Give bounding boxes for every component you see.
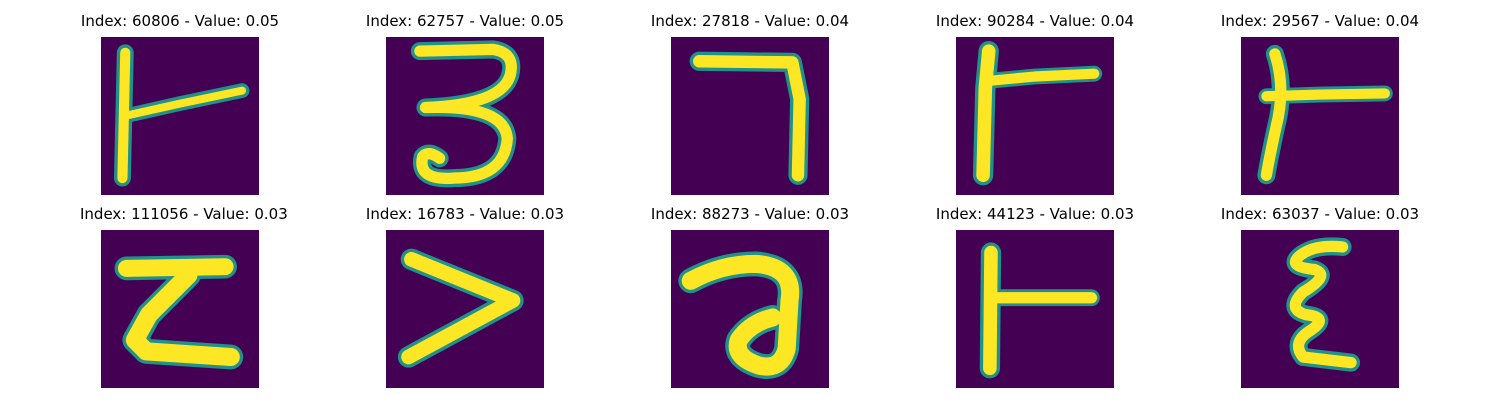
rotated-T-icon [956, 230, 1114, 388]
sample-card: Index: 29567 - Value: 0.04 [1220, 12, 1420, 195]
sample-card: Index: 111056 - Value: 0.03 [80, 205, 288, 388]
z-shape-icon [101, 230, 259, 388]
sample-title: Index: 16783 - Value: 0.03 [365, 205, 565, 223]
sample-card: Index: 44123 - Value: 0.03 [935, 205, 1135, 388]
sample-card: Index: 63037 - Value: 0.03 [1220, 205, 1420, 388]
sample-card: Index: 90284 - Value: 0.04 [935, 12, 1135, 195]
hook-shape-icon [671, 230, 829, 388]
sample-title: Index: 62757 - Value: 0.05 [365, 12, 565, 30]
digit-3-icon [386, 37, 544, 195]
sample-title: Index: 88273 - Value: 0.03 [650, 205, 850, 223]
sample-title: Index: 90284 - Value: 0.04 [935, 12, 1135, 30]
sample-title: Index: 27818 - Value: 0.04 [650, 12, 850, 30]
sample-card: Index: 88273 - Value: 0.03 [650, 205, 850, 388]
sample-title: Index: 63037 - Value: 0.03 [1220, 205, 1420, 223]
epsilon-icon [1241, 230, 1399, 388]
sample-title: Index: 60806 - Value: 0.05 [80, 12, 280, 30]
sample-card: Index: 16783 - Value: 0.03 [365, 205, 565, 388]
sample-card: Index: 60806 - Value: 0.05 [80, 12, 280, 195]
sample-title: Index: 44123 - Value: 0.03 [935, 205, 1135, 223]
greater-than-icon [386, 230, 544, 388]
sample-title: Index: 29567 - Value: 0.04 [1220, 12, 1420, 30]
sample-card: Index: 27818 - Value: 0.04 [650, 12, 850, 195]
rotated-T-icon [956, 37, 1114, 195]
rotated-T-icon [101, 37, 259, 195]
digit-7-icon [671, 37, 829, 195]
sample-card: Index: 62757 - Value: 0.05 [365, 12, 565, 195]
sample-title: Index: 111056 - Value: 0.03 [80, 205, 288, 223]
rotated-T-icon [1241, 37, 1399, 195]
